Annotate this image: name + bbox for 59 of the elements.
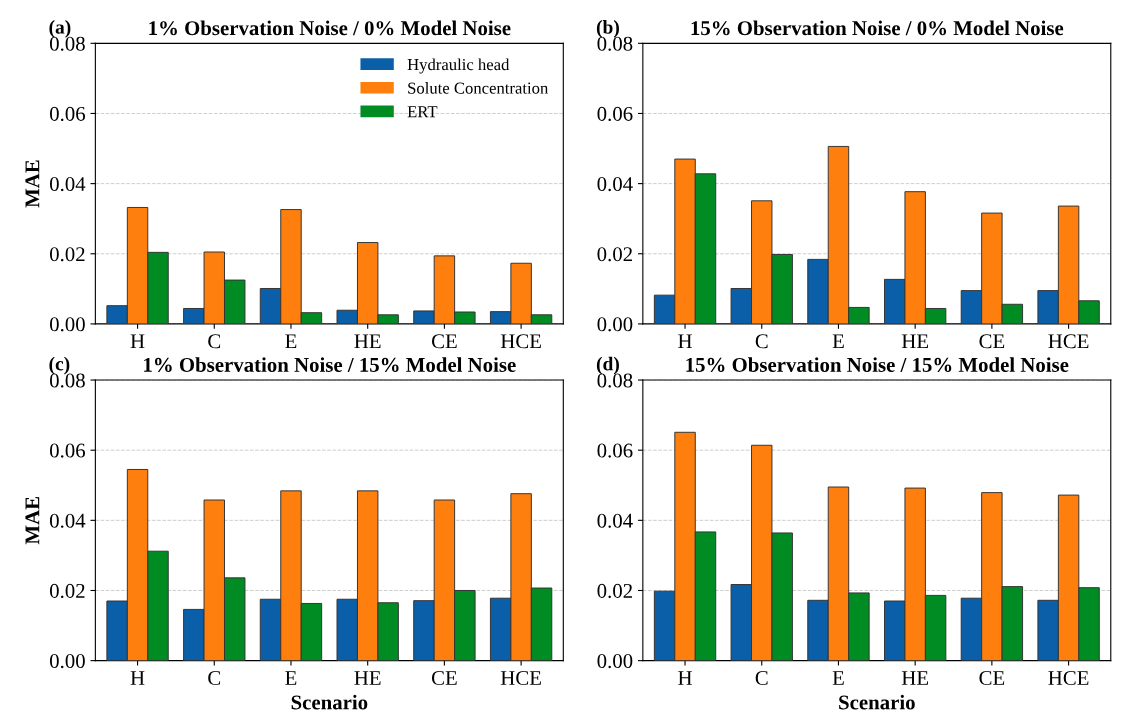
y-tick-label: 0.04 (597, 176, 633, 192)
x-tick-label: HE (354, 671, 381, 685)
text: (c) (49, 356, 70, 375)
y-tick-label: 0.04 (49, 176, 86, 192)
y-axis-title: MAE (25, 497, 40, 545)
x-tick-label: E (285, 334, 297, 349)
text: (d) (596, 356, 619, 375)
x-tick-label: C (755, 671, 768, 686)
y-tick-label: 0.00 (597, 654, 633, 669)
x-axis-title: Scenario (839, 694, 915, 710)
y-tick-label: 0.00 (49, 317, 85, 332)
x-tick-label: HCE (1048, 671, 1089, 686)
x-tick-label: E (832, 671, 844, 685)
x-tick-label: HE (901, 671, 929, 685)
y-tick-label: 0.04 (49, 513, 86, 528)
x-tick-label: CE (979, 334, 1005, 349)
x-tick-label: H (130, 334, 145, 349)
x-tick-label: CE (979, 671, 1005, 686)
x-tick-label: CE (431, 334, 457, 349)
text: (a) (49, 20, 71, 38)
x-tick-label: C (208, 671, 221, 686)
x-tick-label: H (678, 334, 692, 349)
y-tick-label: 0.06 (597, 443, 633, 458)
x-tick-label: C (208, 334, 221, 349)
x-tick-label: E (832, 334, 844, 349)
legend-label: Hydraulic head (407, 58, 510, 74)
x-tick-label: HCE (1048, 334, 1089, 349)
x-tick-label: HE (901, 334, 929, 349)
y-tick-label: 0.00 (49, 654, 85, 669)
y-tick-label: 0.06 (49, 443, 86, 458)
y-tick-label: 0.04 (597, 513, 633, 528)
y-tick-label: 0.08 (597, 373, 633, 388)
x-tick-label: C (755, 334, 768, 349)
chart-title: 15% Observation Noise / 0% Model Noise (691, 20, 1064, 36)
legend-label: ERT (407, 106, 438, 118)
y-tick-label: 0.06 (49, 106, 86, 121)
y-tick-label: 0.02 (597, 247, 632, 262)
x-tick-label: HCE (500, 334, 541, 349)
x-tick-label: CE (431, 671, 457, 686)
x-tick-label: HCE (500, 671, 541, 686)
y-tick-label: 0.02 (49, 583, 85, 599)
x-tick-label: H (130, 671, 145, 685)
x-tick-label: E (285, 671, 297, 685)
x-axis-title: Scenario (291, 694, 368, 710)
y-tick-label: 0.08 (49, 373, 85, 388)
legend-label: Solute Concentration (408, 82, 549, 94)
y-tick-label: 0.06 (597, 106, 633, 121)
x-tick-label: H (678, 671, 692, 685)
y-tick-label: 0.02 (597, 583, 632, 599)
chart-title: 1% Observation Noise / 15% Model Noise (144, 357, 516, 372)
y-tick-label: 0.08 (597, 36, 633, 51)
y-tick-label: 0.02 (49, 247, 85, 262)
y-tick-label: 0.00 (597, 317, 633, 332)
y-axis-title: MAE (25, 160, 40, 208)
y-tick-label: 0.08 (49, 36, 85, 51)
text: (b) (596, 20, 619, 38)
chart-title: 15% Observation Noise / 15% Model Noise (686, 357, 1069, 372)
chart-title: 1% Observation Noise / 0% Model Noise (149, 20, 511, 36)
x-tick-label: HE (354, 334, 381, 349)
